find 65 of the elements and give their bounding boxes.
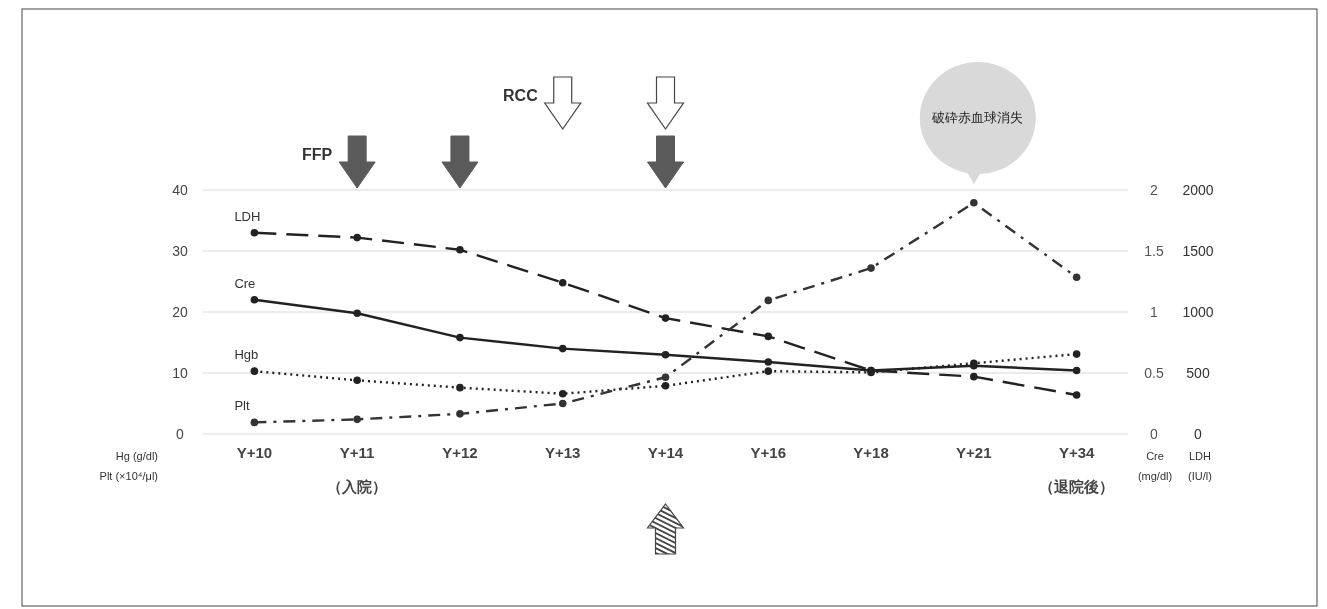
y3-tick-label: 1500: [1182, 243, 1214, 259]
point: [661, 373, 670, 382]
x-tick-label: Y+13: [545, 444, 581, 461]
point: [867, 264, 875, 272]
point: [764, 367, 773, 375]
point: [1072, 273, 1081, 282]
point: [456, 333, 464, 342]
point: [353, 376, 361, 385]
point: [764, 332, 773, 341]
point: [970, 372, 978, 381]
series-label: Plt: [234, 398, 250, 414]
y3-tick-label: 1000: [1182, 304, 1214, 320]
point: [353, 309, 361, 318]
point: [456, 383, 464, 392]
y2-tick-label: 1: [1150, 304, 1159, 320]
x-tick-label: Y+18: [853, 444, 889, 461]
point: [558, 389, 567, 398]
point: [250, 418, 259, 427]
x-tick-label: Y+12: [442, 444, 478, 461]
y-tick-label: 30: [172, 243, 188, 259]
point: [1072, 391, 1081, 399]
y2-tick-label: 0.5: [1144, 365, 1164, 381]
point: [661, 350, 670, 359]
y-tick-label: 10: [172, 365, 188, 381]
x-tick-label: Y+34 （退院後）: [1039, 444, 1115, 495]
text: FFP: [301, 146, 333, 163]
point: [970, 199, 978, 207]
series-label: Cre: [234, 275, 256, 291]
point: [764, 358, 773, 366]
point: [456, 410, 464, 418]
y-axis-title: Hg (g/dl) Plt (×10⁴/μl): [99, 450, 158, 482]
point: [250, 367, 259, 375]
point: [353, 415, 361, 424]
y2-tick-label: 1.5: [1144, 243, 1164, 259]
point: [1072, 350, 1081, 358]
y2-tick-label: 0: [1150, 426, 1159, 442]
y2-axis-title: Cre (mg/dl): [1137, 450, 1173, 482]
x-tick-label: Y+11 （入院）: [327, 444, 388, 495]
point: [250, 296, 259, 304]
point: [1072, 366, 1081, 375]
point: [558, 344, 567, 353]
x-tick-label: Y+14: [647, 444, 684, 461]
x-tick-label: Y+21: [956, 444, 992, 461]
point: [764, 296, 773, 305]
y3-axis-title: LDH (IU/l): [1188, 450, 1212, 482]
point: [558, 399, 567, 408]
point: [353, 233, 361, 242]
y-tick-label: 40: [172, 182, 188, 198]
series-label: Hgb: [234, 347, 259, 363]
y-tick-label: 20: [172, 304, 188, 320]
x-tick-label: Y+16: [750, 444, 786, 461]
point: [558, 278, 567, 287]
y3-tick-label: 2000: [1182, 182, 1214, 198]
point: [661, 382, 670, 390]
y2-tick-label: 2: [1150, 182, 1159, 198]
y3-tick-label: 500: [1186, 365, 1210, 381]
y-tick-label: 0: [176, 426, 185, 442]
text: 破砕赤血球消失: [931, 110, 1024, 125]
point: [250, 228, 259, 237]
y3-tick-label: 0: [1194, 426, 1203, 442]
series-label: LDH: [234, 208, 261, 224]
x-tick-label: Y+10: [236, 444, 273, 461]
text: RCC: [503, 87, 539, 104]
point: [456, 245, 464, 254]
point: [661, 314, 670, 322]
